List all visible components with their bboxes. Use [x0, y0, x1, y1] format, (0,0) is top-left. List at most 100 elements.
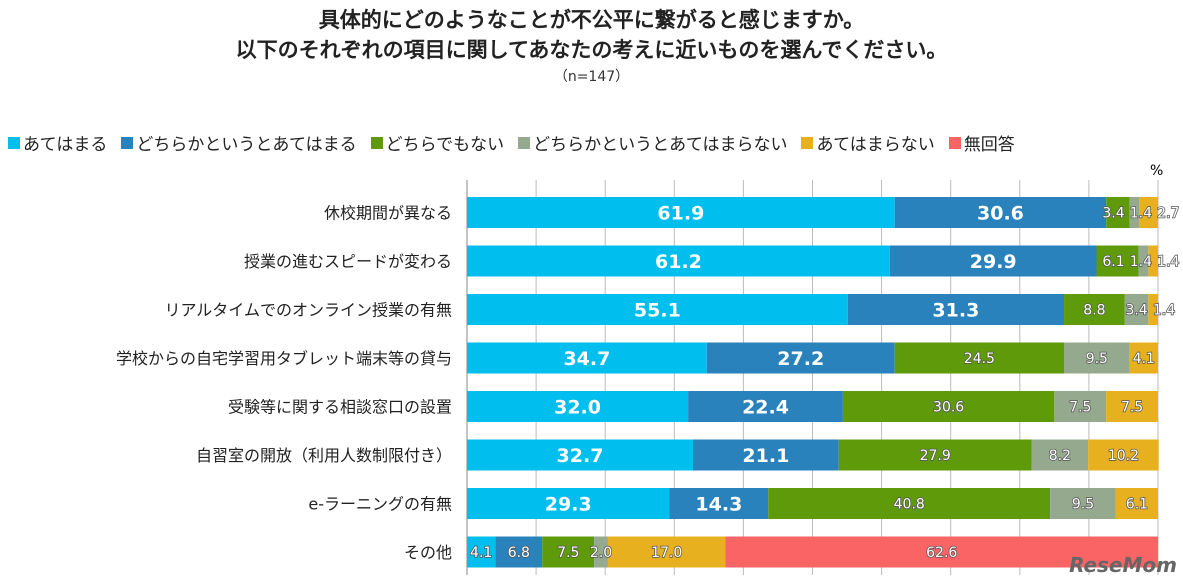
legend-label: どちらかというとあてはまる: [136, 135, 357, 155]
unit-label: %: [1150, 163, 1164, 179]
legend-label: 無回答: [963, 135, 1015, 155]
data-label: 2.0: [590, 545, 612, 561]
bar-segment: [1124, 294, 1149, 325]
sample-size: （n=147）: [553, 69, 630, 85]
data-label: 1.4: [1157, 254, 1179, 270]
data-label: 40.8: [894, 497, 925, 513]
data-label: 4.1: [470, 545, 492, 561]
data-label: 7.5: [1121, 400, 1143, 416]
bar-segment: [1139, 197, 1158, 228]
bar-segment: [669, 488, 769, 519]
bar-segment: [1031, 439, 1089, 471]
bar-segment: [1138, 245, 1149, 277]
bar-segment: [842, 391, 1055, 422]
bar-segment: [725, 536, 1158, 568]
data-label: 61.9: [657, 203, 704, 225]
legend-item: 無回答: [948, 130, 1015, 155]
category-label: 休校期間が異なる: [324, 204, 452, 223]
bar-segment: [467, 245, 890, 277]
bar-segment: [467, 342, 707, 374]
legend: あてはまる どちらかというとあてはまる どちらでもない どちらかというとあてはまらない…: [8, 130, 1015, 155]
bar-segment: [1148, 294, 1158, 325]
legend-label: あてはまる: [23, 135, 108, 155]
bar-segment: [467, 294, 848, 325]
bar-segment: [706, 342, 895, 374]
data-label: 7.5: [557, 545, 579, 561]
data-label: 6.1: [1126, 497, 1148, 513]
legend-swatch: [948, 136, 961, 149]
data-label: 29.9: [970, 251, 1017, 273]
data-label: 61.2: [655, 251, 702, 273]
bar-segment: [495, 536, 543, 568]
bar-segment: [1106, 197, 1130, 228]
legend-item: どちらでもない: [370, 130, 505, 155]
bar-segment: [1129, 342, 1158, 374]
data-label: 6.8: [508, 545, 530, 561]
data-label: 29.3: [545, 494, 592, 516]
bar-segment: [467, 536, 496, 568]
data-label: 14.3: [695, 494, 742, 516]
category-label: リアルタイムでのオンライン授業の有無: [164, 301, 452, 320]
bar-segment: [1064, 294, 1125, 325]
category-label: 自習室の開放（利用人数制限付き）: [196, 446, 452, 465]
legend-swatch: [370, 136, 383, 149]
legend-label: どちらでもない: [385, 135, 505, 155]
data-label: 27.9: [920, 448, 951, 464]
data-label: 9.5: [1072, 497, 1094, 513]
bar-segment: [542, 536, 595, 568]
resemom-logo: ReseMom: [1069, 553, 1177, 577]
data-label: 4.1: [1133, 351, 1155, 367]
legend-item: あてはまる: [8, 130, 107, 155]
bar-segment: [607, 536, 726, 568]
bar-segment: [889, 245, 1097, 277]
chart-title-line-2: 以下のそれぞれの項目に関してあなたの考えに近いものを選んでください。: [235, 38, 948, 62]
data-label: 30.6: [977, 203, 1024, 225]
legend-swatch: [8, 136, 20, 149]
data-label: 21.1: [742, 445, 789, 467]
data-label: 1.4: [1130, 254, 1152, 270]
data-label: 31.3: [932, 300, 979, 322]
data-label: 3.4: [1102, 206, 1124, 222]
bar-segment: [1096, 245, 1139, 277]
data-label: 9.5: [1086, 351, 1108, 367]
data-label: 24.5: [964, 351, 995, 367]
category-label: その他: [404, 543, 452, 562]
category-label: e-ラーニングの有無: [308, 495, 452, 514]
bar-segment: [467, 391, 689, 422]
data-label: 8.2: [1049, 448, 1071, 464]
legend-item: どちらかというとあてはまらない: [518, 130, 787, 155]
data-label: 34.7: [563, 348, 610, 370]
legend-label: どちらかというとあてはまらない: [533, 135, 788, 155]
data-label: 55.1: [634, 300, 681, 322]
bar-segment: [688, 391, 843, 422]
bar-segment: [467, 488, 670, 519]
category-label: 授業の進むスピードが変わる: [244, 252, 452, 271]
bar-segment: [894, 197, 1107, 228]
legend-item: どちらかというとあてはまる: [121, 130, 357, 155]
legend-label: あてはまらない: [816, 135, 935, 155]
data-label: 62.6: [926, 545, 957, 561]
data-label: 32.0: [554, 397, 601, 419]
data-label: 6.1: [1102, 254, 1124, 270]
bar-segment: [1050, 488, 1116, 519]
category-label: 受験等に関する相談窓口の設置: [228, 398, 452, 417]
bar-segment: [838, 439, 1032, 471]
bar-segment: [467, 439, 693, 471]
data-label: 1.4: [1130, 206, 1152, 222]
data-label: 8.8: [1083, 303, 1105, 319]
data-label: 10.2: [1108, 448, 1139, 464]
bar-segment: [894, 342, 1065, 374]
data-label: 7.5: [1069, 400, 1091, 416]
data-label: 30.6: [933, 400, 964, 416]
category-label: 学校からの自宅学習用タブレット端末等の貸与: [116, 349, 452, 368]
bar-segment: [1129, 197, 1140, 228]
data-label: 32.7: [557, 445, 604, 467]
bar-segment: [768, 488, 1051, 519]
bar-segment: [1064, 342, 1130, 374]
legend-swatch: [121, 136, 134, 149]
bar-segment: [1115, 488, 1158, 519]
data-label: 3.4: [1125, 303, 1147, 319]
bar-segment: [467, 197, 895, 228]
legend-swatch: [801, 136, 814, 149]
